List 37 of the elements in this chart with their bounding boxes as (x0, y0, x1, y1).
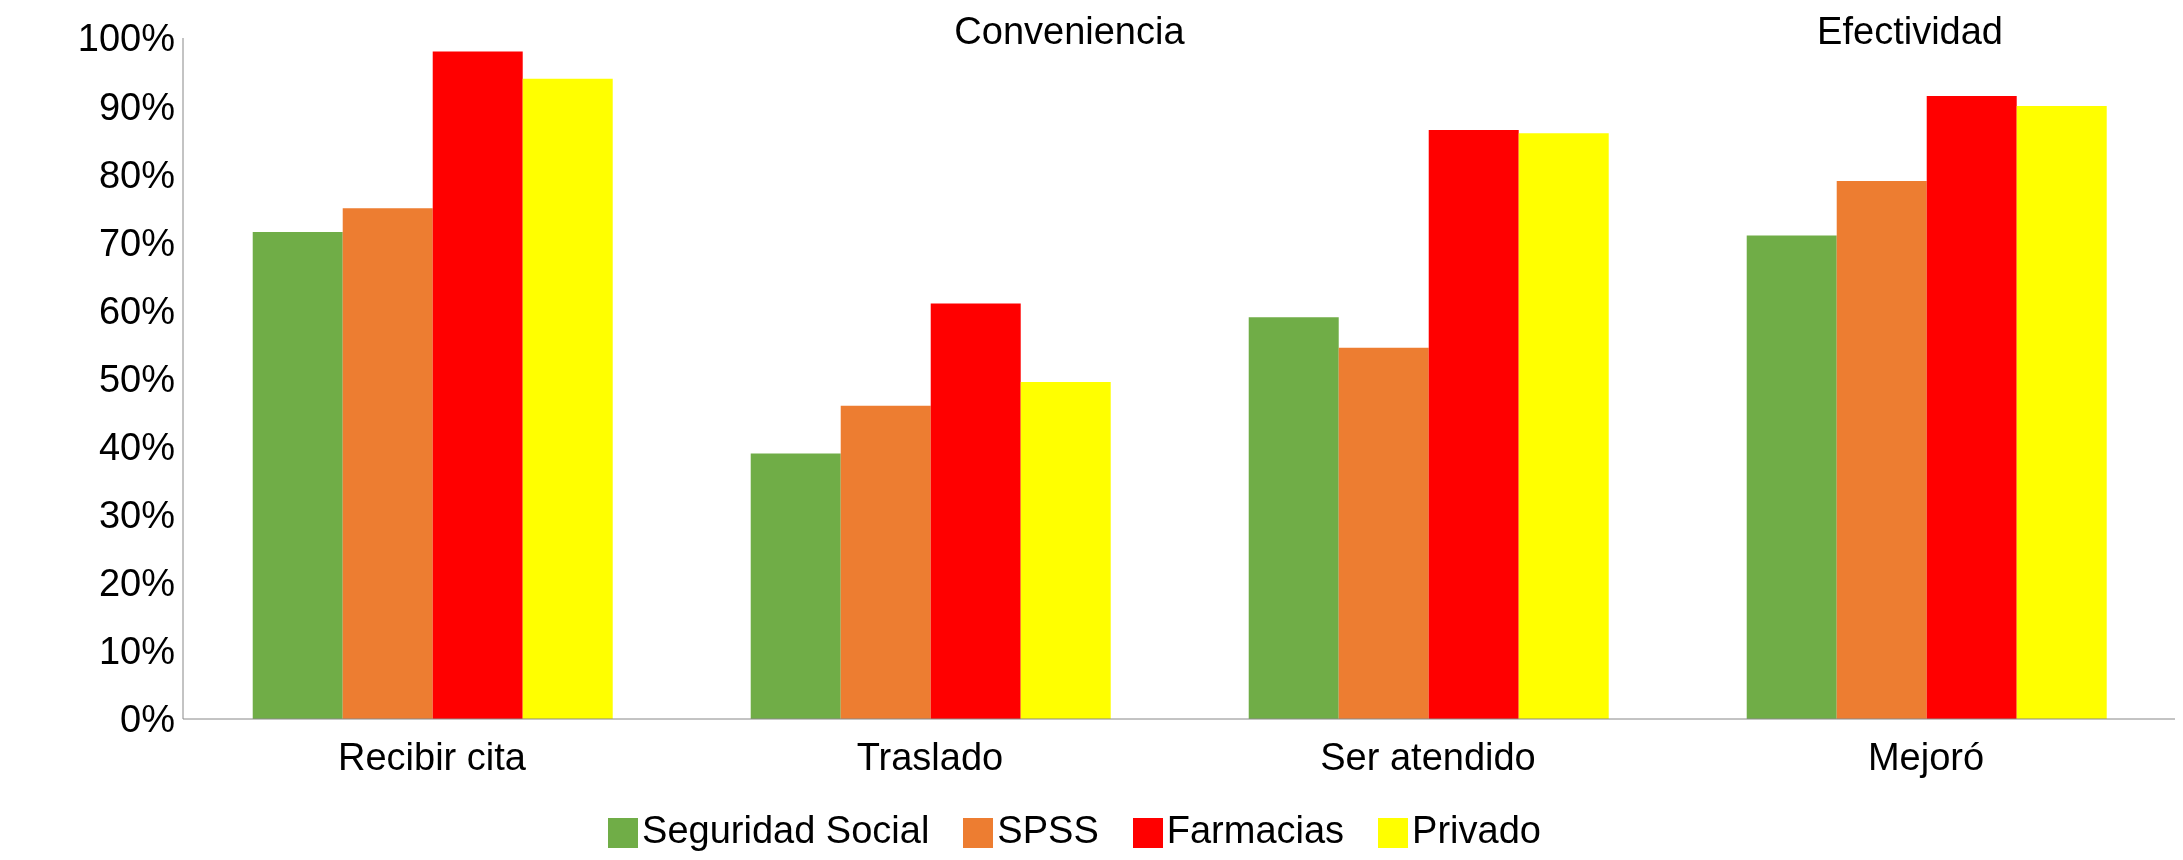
bar (1746, 235, 1837, 719)
y-tick-label: 20% (98, 562, 175, 605)
y-tick-label: 80% (98, 153, 175, 196)
bar (342, 208, 433, 719)
bar (522, 78, 613, 719)
bar (1518, 133, 1609, 719)
x-tick-label: Mejoró (1867, 735, 1985, 778)
bar (1926, 95, 2017, 719)
bar (1248, 317, 1339, 719)
annotation: Conveniencia (954, 10, 1185, 53)
bar (432, 51, 523, 719)
y-tick-label: 10% (98, 630, 175, 673)
legend-label: Seguridad Social (642, 809, 930, 851)
bar (252, 232, 343, 719)
bar (750, 453, 841, 719)
y-tick-label: 60% (98, 289, 175, 332)
y-tick-label: 40% (98, 426, 175, 469)
y-tick-label: 100% (77, 17, 175, 60)
bar (1836, 181, 1927, 719)
x-tick-label: Ser atendido (1320, 735, 1536, 778)
bar (840, 405, 931, 719)
legend-label: SPSS (997, 809, 1099, 851)
bar (930, 303, 1021, 719)
y-tick-label: 70% (98, 221, 175, 264)
bar (2016, 106, 2107, 719)
y-tick-label: 0% (120, 698, 175, 741)
bar (1020, 381, 1111, 719)
y-tick-label: 90% (98, 85, 175, 128)
annotation: Efectividad (1817, 10, 2004, 53)
bar (1338, 347, 1429, 719)
legend-label: Farmacias (1166, 809, 1345, 851)
x-tick-label: Recibir cita (338, 735, 527, 778)
x-tick-label: Traslado (856, 735, 1004, 778)
bar (1428, 129, 1519, 719)
y-tick-label: 50% (98, 357, 175, 400)
legend-label: Privado (1412, 809, 1541, 851)
y-tick-label: 30% (98, 494, 175, 537)
